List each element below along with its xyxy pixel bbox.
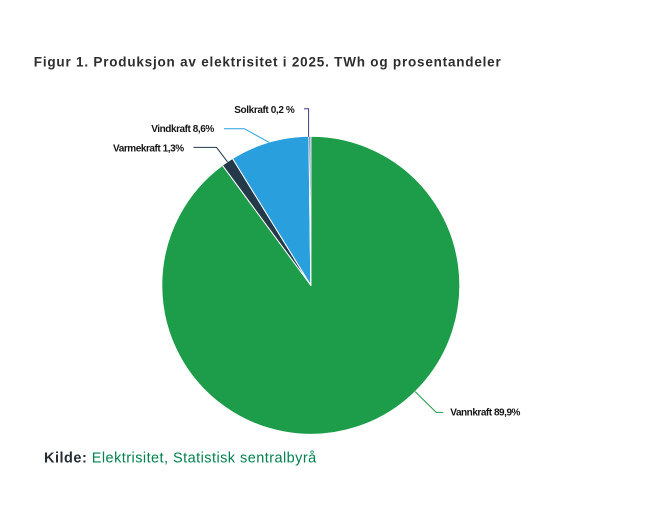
svg-text:Solkraft 0,2 %: Solkraft 0,2 %	[234, 105, 295, 116]
svg-text:Figur 1. Produksjon av elektri: Figur 1. Produksjon av elektrisitet i 20…	[34, 54, 502, 69]
svg-text:Kilde: Elektrisitet, Statistis: Kilde: Elektrisitet, Statistisk sentralb…	[44, 451, 317, 467]
svg-text:Varmekraft 1,3%: Varmekraft 1,3%	[113, 144, 184, 155]
svg-text:Vindkraft 8,6%: Vindkraft 8,6%	[151, 124, 214, 135]
svg-text:Vannkraft 89,9%: Vannkraft 89,9%	[450, 408, 520, 419]
